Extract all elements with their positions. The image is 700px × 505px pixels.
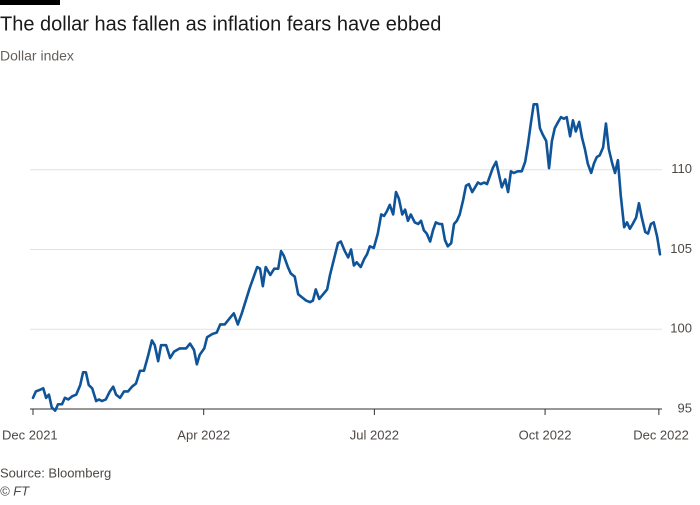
x-tick-label: Oct 2022 xyxy=(519,427,572,442)
brand-bar xyxy=(0,0,60,5)
x-tick-label: Apr 2022 xyxy=(177,427,230,442)
x-tick-label: Jul 2022 xyxy=(350,427,399,442)
credit: © FT xyxy=(0,483,30,498)
source: Source: Bloomberg xyxy=(0,465,111,480)
y-tick-label: 100 xyxy=(670,321,692,336)
y-tick-label: 105 xyxy=(670,241,692,256)
line-series xyxy=(31,103,662,412)
y-tick-label: 110 xyxy=(671,161,692,176)
x-tick-label: Dec 2022 xyxy=(633,427,689,442)
chart-title: The dollar has fallen as inflation fears… xyxy=(0,13,441,35)
y-tick-label: 95 xyxy=(678,400,692,415)
x-tick-label: Dec 2021 xyxy=(2,427,58,442)
chart-subtitle: Dollar index xyxy=(0,48,74,64)
